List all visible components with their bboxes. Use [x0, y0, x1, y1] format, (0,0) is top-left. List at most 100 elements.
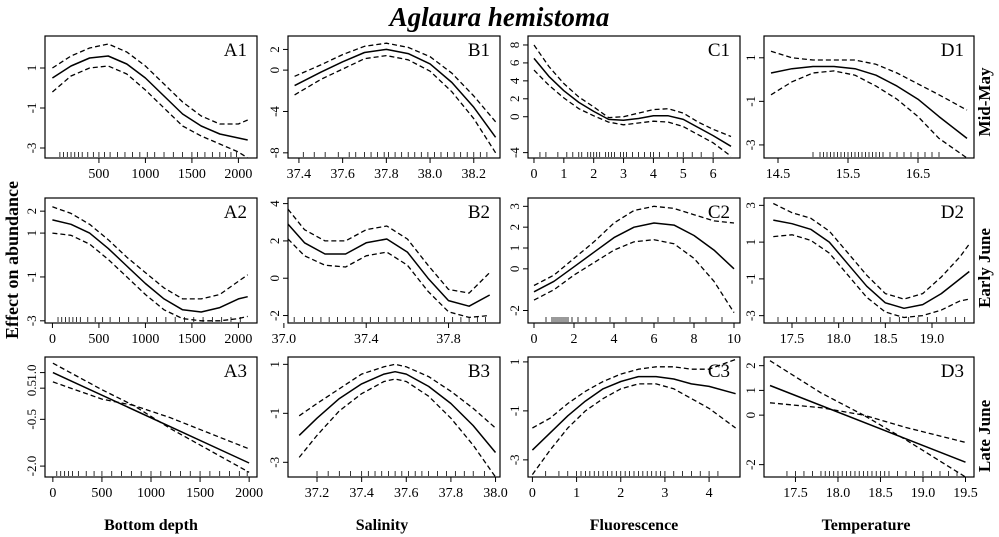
x-tick-label: 2 [571, 332, 578, 347]
x-tick-label: 1000 [131, 167, 159, 182]
y-tick-label: -3 [267, 457, 282, 468]
smooth-fit-line [287, 223, 491, 307]
y-tick-label: 1 [743, 387, 758, 394]
y-tick-label: -0.5 [24, 409, 39, 430]
x-tick-label: 37.8 [436, 332, 461, 347]
panel-d3: D3 17.5 18.0 18.5 19.0 19.5 -2 0 1 2 [743, 356, 978, 501]
row-label-3: Late June [975, 399, 994, 472]
y-tick-label: -1 [24, 103, 39, 114]
panel-tag: A3 [224, 361, 247, 382]
y-tick-label: 3 [743, 202, 758, 209]
panel-frame [527, 356, 741, 478]
x-tick-label: 38.0 [483, 486, 508, 501]
y-tick-label: -1 [24, 272, 39, 283]
y-tick-label: 8 [507, 42, 522, 49]
smooth-fit-line [533, 57, 732, 147]
x-tick-label: 1 [573, 486, 580, 501]
y-tick-label: 0 [507, 266, 522, 273]
confidence-band-line [532, 358, 736, 429]
x-tick-label: 37.6 [330, 167, 355, 182]
x-tick-label: 3 [620, 167, 627, 182]
x-tick-label: 0 [49, 486, 56, 501]
y-tick-label: 2 [24, 208, 39, 215]
confidence-band-line [294, 42, 497, 123]
x-tick-label: 8 [691, 332, 698, 347]
y-tick-label: 4 [507, 77, 522, 84]
smooth-fit-line [769, 384, 966, 463]
x-tick-label: 19.0 [911, 486, 936, 501]
x-tick-label: 19.5 [953, 486, 978, 501]
y-tick-label: 4 [267, 200, 282, 207]
x-tick-label: 6 [710, 167, 717, 182]
confidence-band-line [773, 234, 970, 319]
x-tick-label: 37.0 [272, 332, 297, 347]
confidence-band-line [770, 70, 968, 159]
x-tick-label: 37.4 [287, 167, 312, 182]
x-tick-label: 18.5 [873, 332, 898, 347]
y-tick-label: -2 [267, 310, 282, 321]
x-tick-label: 18.0 [826, 332, 851, 347]
confidence-band-line [52, 381, 250, 473]
y-tick-label: -3 [24, 143, 39, 154]
confidence-band-line [294, 54, 497, 154]
confidence-band-line [52, 362, 250, 450]
x-tick-label: 0 [529, 486, 536, 501]
y-tick-label: 2 [743, 362, 758, 369]
y-tick-label: -1 [507, 405, 522, 416]
x-tick-label: 0 [49, 332, 56, 347]
y-tick-label: -3 [743, 310, 758, 321]
x-tick-label: 18.5 [868, 486, 893, 501]
x-tick-label: 38.0 [418, 167, 443, 182]
confidence-band-line [769, 402, 966, 478]
x-tick-label: 500 [88, 167, 109, 182]
panel-a3: A3 0 500 1000 1500 2000 -2.0 -0.5 0.51.0 [24, 356, 263, 501]
x-tick-label: 37.6 [394, 486, 419, 501]
x-tick-label: 4 [650, 167, 657, 182]
panel-d1: D1 14.5 15.5 16.5 -3 -1 1 [743, 35, 975, 182]
y-tick-label: -4 [507, 147, 522, 158]
x-tick-label: 500 [91, 486, 112, 501]
confidence-band-line [52, 232, 248, 322]
y-tick-label: -3 [743, 140, 758, 151]
confidence-band-line [52, 43, 248, 125]
confidence-band-line [298, 378, 497, 478]
x-tick-label: 1000 [137, 486, 165, 501]
x-tick-label: 14.5 [766, 167, 791, 182]
confidence-band-line [533, 69, 732, 157]
panel-frame [44, 35, 258, 159]
x-tick-label: 2 [617, 486, 624, 501]
y-tick-label: 2 [267, 46, 282, 53]
panel-tag: D3 [941, 361, 964, 382]
x-tick-label: 6 [651, 332, 658, 347]
y-tick-label: 1 [24, 230, 39, 237]
panel-b2: B2 37.0 37.4 37.8 -2 0 2 4 [267, 197, 501, 347]
y-tick-label: 0 [743, 412, 758, 419]
panel-tag: C1 [708, 40, 730, 61]
y-tick-label: 1 [267, 361, 282, 368]
y-tick-label: 0 [267, 275, 282, 282]
panel-tag: C2 [708, 202, 730, 223]
y-tick-label: 6 [507, 59, 522, 66]
x-tick-label: 37.4 [354, 332, 379, 347]
col-label-fluorescence: Fluorescence [590, 517, 679, 534]
panel-tag: C3 [708, 361, 730, 382]
x-tick-label: 1500 [186, 486, 214, 501]
smooth-fit-line [52, 371, 250, 464]
panel-tag: D1 [941, 40, 964, 61]
y-tick-label: 2 [507, 224, 522, 231]
y-tick-label: -8 [267, 147, 282, 158]
y-tick-label: 0.5 [24, 380, 39, 396]
y-tick-label: -2.0 [24, 456, 39, 477]
smooth-fit-line [51, 55, 248, 141]
x-tick-label: 3 [661, 486, 668, 501]
y-tick-label: -4 [267, 106, 282, 117]
x-tick-label: 1500 [178, 332, 206, 347]
row-label-2: Early June [975, 228, 994, 308]
y-tick-label: -3 [507, 454, 522, 465]
x-tick-label: 1500 [178, 167, 206, 182]
panel-tag: A1 [224, 40, 247, 61]
smooth-fit-line [773, 219, 970, 310]
x-tick-label: 15.5 [836, 167, 861, 182]
x-tick-label: 2 [590, 167, 597, 182]
panel-tag: B1 [468, 40, 490, 61]
